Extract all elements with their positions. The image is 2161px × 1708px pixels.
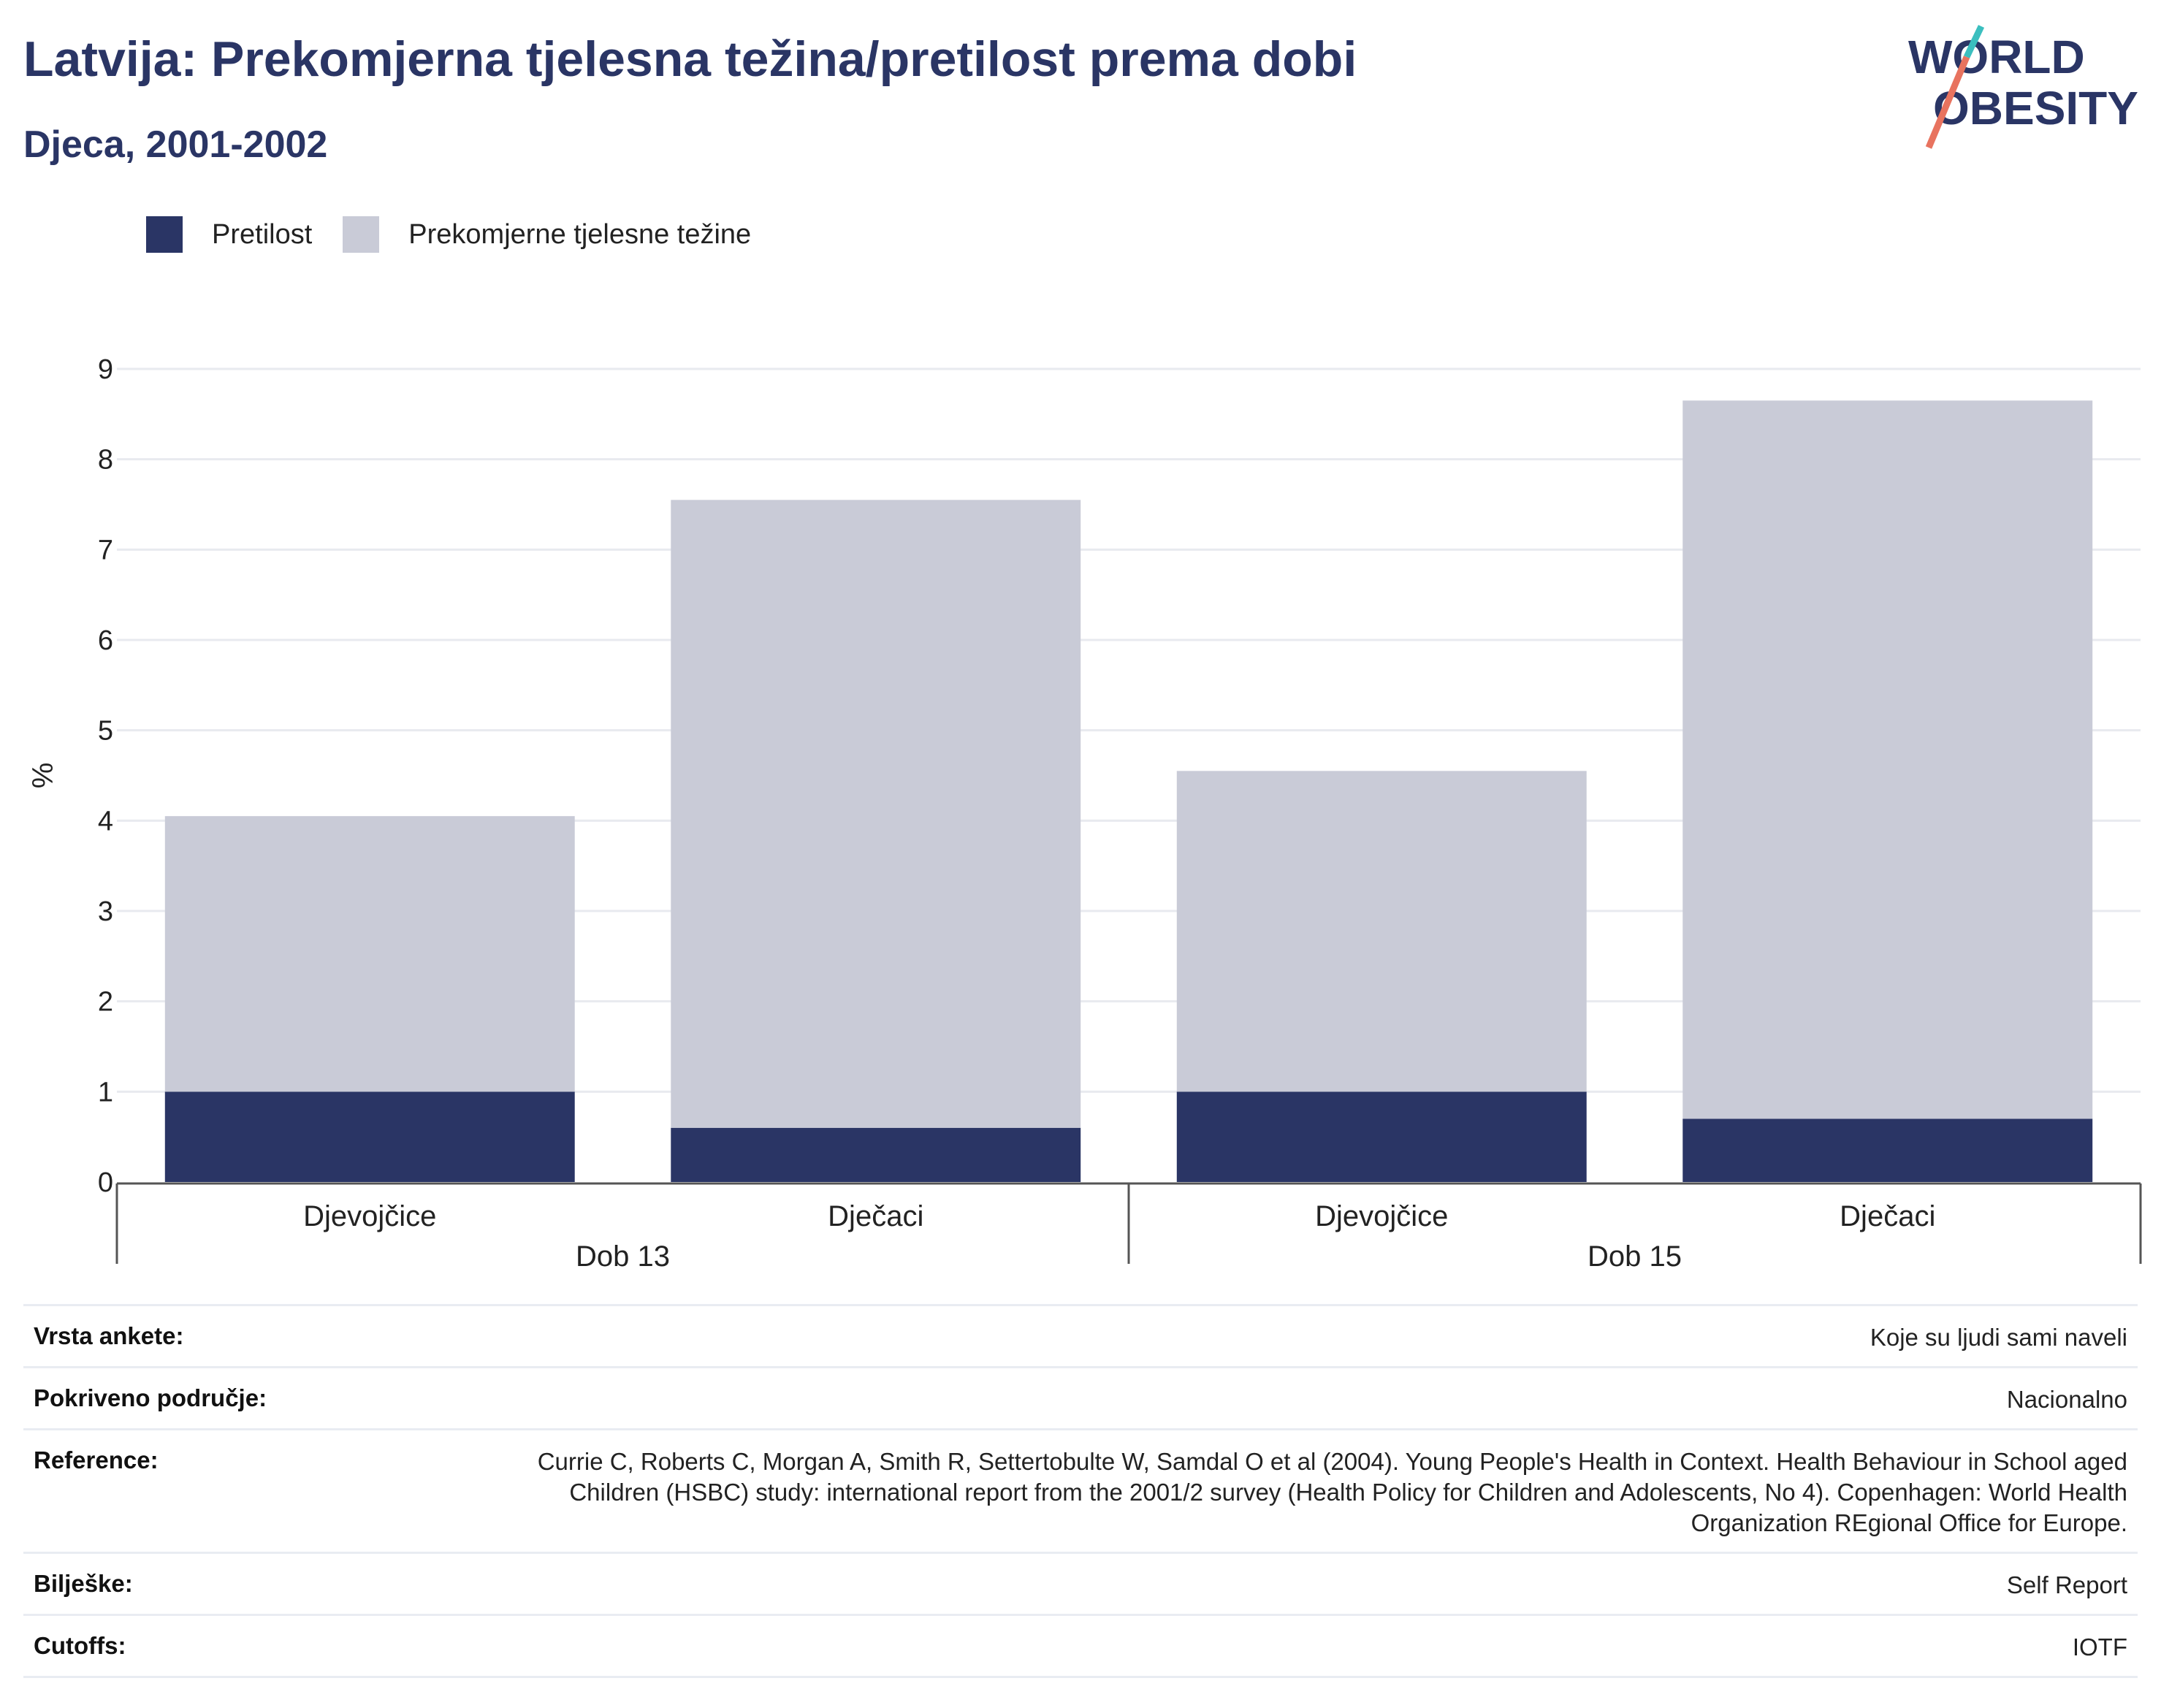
meta-row-survey-type: Vrsta ankete: Koje su ljudi sami naveli: [23, 1304, 2138, 1366]
x-tick-label: Dječaci: [1840, 1200, 1935, 1232]
meta-value-reference: Currie C, Roberts C, Morgan A, Smith R, …: [537, 1448, 2127, 1536]
x-tick-label: Dječaci: [828, 1200, 923, 1232]
meta-label-survey-type: Vrsta ankete:: [34, 1322, 184, 1349]
group-label: Dob 15: [1588, 1240, 1682, 1271]
logo-slash-coral: [1925, 56, 1970, 149]
legend-label-obesity: Pretilost: [212, 218, 313, 250]
y-tick-label: 2: [98, 987, 113, 1018]
group-label: Dob 13: [576, 1240, 670, 1271]
meta-row-coverage: Pokriveno područje: Nacionalno: [23, 1366, 2138, 1428]
logo-line2: OBESITY: [1933, 82, 2138, 134]
legend-swatch-obesity: [146, 216, 183, 253]
y-tick-label: 6: [98, 625, 113, 656]
legend-label-overweight: Prekomjerne tjelesne težine: [408, 218, 752, 250]
meta-label-notes: Bilješke:: [34, 1570, 133, 1597]
legend-item-overweight[interactable]: Prekomjerne tjelesne težine: [343, 216, 751, 253]
y-tick-label: 8: [98, 445, 113, 476]
chart-title: Latvija: Prekomjerna tjelesna težina/pre…: [23, 31, 1357, 87]
meta-value-survey-type: Koje su ljudi sami naveli: [1870, 1324, 2127, 1351]
meta-value-coverage: Nacionalno: [2006, 1386, 2127, 1413]
meta-value-notes: Self Report: [2006, 1571, 2127, 1598]
logo-line1: WORLD: [1908, 31, 2085, 83]
meta-label-reference: Reference:: [34, 1446, 159, 1473]
meta-row-cutoffs: Cutoffs: IOTF: [23, 1614, 2138, 1678]
bar-obesity: [164, 1091, 575, 1182]
world-obesity-logo: WORLD OBESITY: [1908, 25, 2138, 149]
bar-obesity: [671, 1127, 1081, 1182]
bar-overweight: [1682, 400, 2093, 1119]
metadata-table: Vrsta ankete: Koje su ljudi sami naveli …: [23, 1304, 2138, 1678]
y-tick-label: 9: [98, 354, 113, 385]
y-tick-label: 0: [98, 1167, 113, 1198]
y-axis-label: %: [27, 763, 59, 789]
legend: Pretilost Prekomjerne tjelesne težine: [146, 216, 782, 253]
y-tick-label: 3: [98, 896, 113, 927]
bar-overweight: [671, 500, 1081, 1128]
y-tick-label: 7: [98, 535, 113, 565]
bar-obesity: [1682, 1118, 2093, 1182]
bar-chart: 0 1 2 3 4 5 6 7 8 9% Djevojčice Dječaci Djevojčice Dj…: [27, 354, 2142, 1271]
bar-obesity: [1176, 1091, 1587, 1182]
legend-item-obesity[interactable]: Pretilost: [146, 216, 312, 253]
meta-label-cutoffs: Cutoffs:: [34, 1632, 126, 1659]
meta-label-coverage: Pokriveno područje:: [34, 1384, 267, 1411]
bar-overweight: [1176, 771, 1587, 1092]
x-tick-label: Djevojčice: [1315, 1200, 1448, 1232]
bar-overweight: [164, 816, 575, 1092]
logo-slash-teal: [1963, 25, 1985, 58]
x-tick-label: Djevojčice: [303, 1200, 436, 1232]
y-tick-label: 4: [98, 806, 113, 836]
meta-value-cutoffs: IOTF: [2072, 1633, 2127, 1661]
y-tick-label: 1: [98, 1077, 113, 1107]
legend-swatch-overweight: [343, 216, 380, 253]
chart-subtitle: Djeca, 2001-2002: [23, 123, 328, 166]
meta-row-notes: Bilješke: Self Report: [23, 1552, 2138, 1614]
y-tick-label: 5: [98, 716, 113, 747]
meta-row-reference: Reference: Currie C, Roberts C, Morgan A…: [23, 1428, 2138, 1552]
